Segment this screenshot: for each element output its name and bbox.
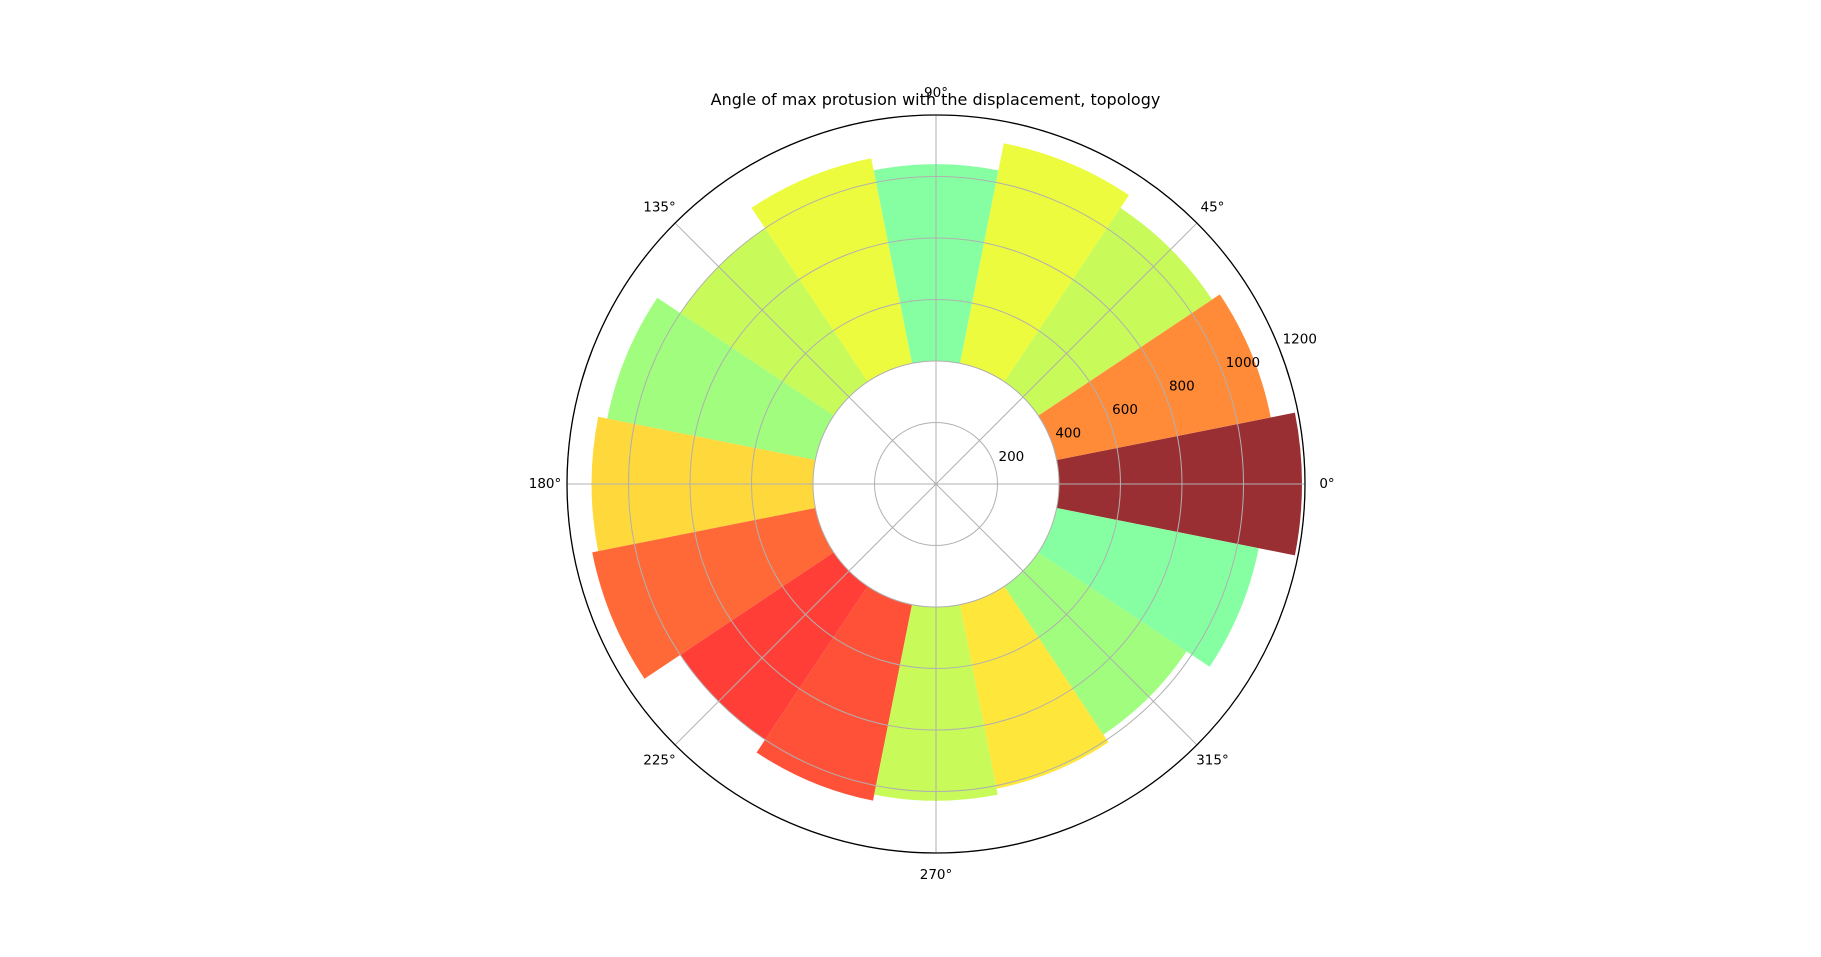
angle-tick-label: 315°	[1196, 752, 1229, 768]
angular-grid-line	[674, 222, 937, 485]
grid-layer	[566, 114, 1306, 854]
angle-tick-label: 45°	[1201, 200, 1225, 216]
angle-tick-labels: 0° 45° 90° 135° 180° 225° 270° 315°	[529, 85, 1335, 883]
angle-tick-label: 270°	[920, 867, 953, 883]
angle-tick-label: 0°	[1319, 476, 1334, 492]
radial-tick-label: 800	[1169, 378, 1195, 394]
angle-tick-label: 135°	[643, 200, 676, 216]
polar-bar	[1038, 294, 1271, 461]
polar-bar	[592, 507, 834, 679]
radial-tick-label: 1000	[1226, 355, 1260, 371]
polar-bar	[1038, 507, 1259, 667]
radial-tick-label: 600	[1112, 402, 1138, 418]
polar-bar	[959, 143, 1130, 382]
radial-tick-labels: 200 400 600 800 1000 1200	[999, 331, 1317, 465]
radial-tick-label: 1200	[1283, 331, 1317, 347]
angular-grid-line	[935, 483, 1198, 746]
polar-bar	[959, 586, 1109, 789]
chart-title: Angle of max protusion with the displace…	[710, 90, 1161, 109]
bars-layer	[591, 143, 1302, 801]
polar-frame	[566, 114, 1306, 854]
angle-tick-label: 225°	[643, 752, 676, 768]
angular-grid-line	[935, 222, 1198, 485]
polar-bar	[756, 586, 913, 801]
angular-grid-line	[674, 483, 937, 746]
radial-tick-label: 400	[1055, 425, 1081, 441]
polar-bar	[607, 297, 834, 461]
angle-tick-label: 90°	[924, 85, 948, 101]
angle-tick-label: 180°	[529, 476, 562, 492]
radial-tick-label: 200	[999, 449, 1025, 465]
polar-bar	[751, 158, 913, 382]
